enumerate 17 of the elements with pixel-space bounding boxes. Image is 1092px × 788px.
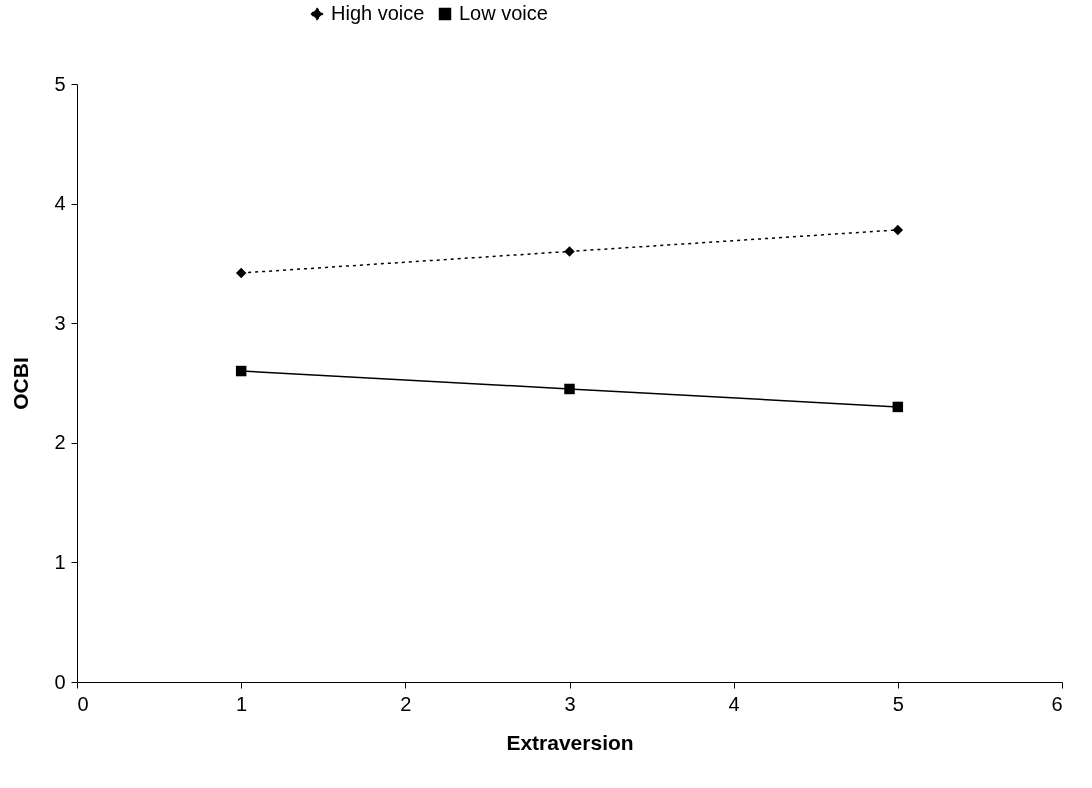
y-tick-label: 0: [54, 670, 66, 693]
y-axis-title: OCBI: [9, 357, 33, 410]
x-tick-label: 5: [892, 692, 904, 715]
y-tick-label: 4: [54, 192, 66, 215]
x-tick-label: 1: [236, 692, 248, 715]
x-tick-label: 0: [77, 692, 89, 715]
y-tick-label: 2: [54, 431, 66, 454]
legend-label: High voice: [331, 2, 425, 24]
x-tick-label: 6: [1051, 692, 1063, 715]
legend-label: Low voice: [459, 2, 548, 24]
y-tick-label: 3: [54, 311, 66, 334]
y-tick-label: 5: [54, 72, 66, 95]
x-tick-label: 3: [564, 692, 576, 715]
y-tick-label: 1: [54, 550, 66, 573]
x-tick-label: 4: [728, 692, 740, 715]
x-tick-label: 2: [400, 692, 412, 715]
x-axis-title: Extraversion: [506, 730, 634, 754]
